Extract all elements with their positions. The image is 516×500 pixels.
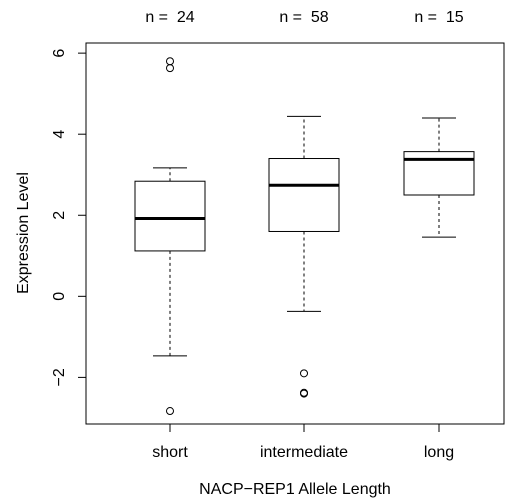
- iqr-box: [134, 180, 206, 252]
- outlier-point: [300, 389, 308, 398]
- x-axis-title: NACP−REP1 Allele Length: [199, 481, 391, 498]
- box-intermediate: [268, 115, 340, 398]
- sample-size-label: n = 15: [414, 9, 463, 26]
- y-tick-label: 2: [51, 211, 68, 220]
- boxes-layer: [134, 57, 475, 416]
- plot-frame: [85, 42, 505, 425]
- y-axis-title: Expression Level: [15, 172, 32, 294]
- y-tick-label: 0: [51, 292, 68, 301]
- box-short: [134, 57, 206, 416]
- x-tick-label: intermediate: [260, 444, 348, 461]
- box-long: [403, 117, 475, 238]
- outlier-point: [166, 407, 174, 416]
- y-tick-label: −2: [51, 368, 68, 386]
- y-axis: −2 0 2 4 6: [51, 49, 86, 387]
- y-tick-label: 6: [51, 49, 68, 58]
- outlier-point: [300, 369, 308, 378]
- x-tick-label: long: [424, 444, 454, 461]
- sample-size-label: n = 58: [279, 9, 328, 26]
- outlier-point: [166, 57, 174, 66]
- y-tick-label: 4: [51, 130, 68, 139]
- iqr-box: [268, 158, 340, 232]
- x-axis-labels: short intermediate long: [152, 424, 454, 461]
- sample-size-labels: n = 24 n = 58 n = 15: [145, 9, 463, 26]
- outlier-point: [166, 64, 174, 73]
- x-tick-label: short: [152, 444, 188, 461]
- sample-size-label: n = 24: [145, 9, 194, 26]
